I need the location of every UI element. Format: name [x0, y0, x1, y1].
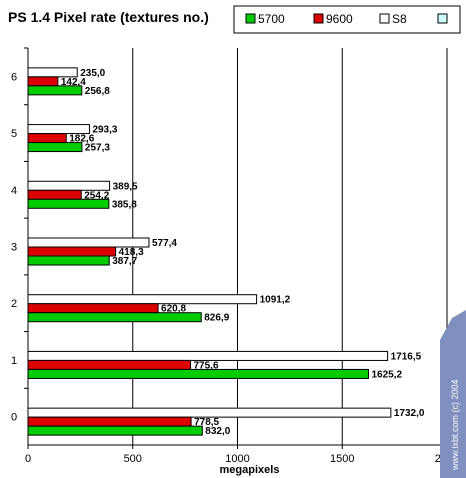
watermark-text: www.ixbt.com (c) 2004 [450, 379, 460, 471]
data-label-9600: 418,3 [119, 247, 144, 258]
data-label-9600: 778,5 [194, 417, 219, 428]
data-label-S8: 1732,0 [394, 408, 425, 419]
y-tick-label: 4 [11, 185, 17, 197]
bar-S8 [27, 294, 258, 305]
x-tick-label: 1000 [225, 453, 249, 465]
bar-S8 [27, 67, 78, 78]
bar-S8 [27, 180, 111, 191]
data-label-5700: 1625,2 [371, 369, 402, 380]
watermark-strip [440, 310, 466, 478]
y-tick-label: 3 [11, 242, 17, 254]
legend-swatch-S8 [379, 13, 390, 24]
bar-9600 [27, 359, 191, 370]
data-label-9600: 254,2 [84, 190, 109, 201]
bar-5700 [27, 85, 83, 96]
legend-box [233, 5, 461, 34]
x-axis-title: megapixels [220, 464, 280, 476]
legend-label-S8: S8 [392, 12, 407, 26]
bar-9600 [27, 246, 117, 257]
legend-label-9600: 9600 [326, 12, 353, 26]
data-label-5700: 256,8 [85, 86, 110, 97]
legend-swatch-9600 [313, 13, 324, 24]
x-tick-label: 1500 [330, 453, 354, 465]
data-label-9600: 775,6 [193, 360, 218, 371]
bar-5700 [27, 368, 369, 379]
data-label-9600: 142,4 [61, 77, 86, 88]
data-label-5700: 257,3 [85, 143, 110, 154]
bar-5700 [27, 255, 110, 266]
data-label-9600: 182,6 [69, 134, 94, 145]
bar-5700 [27, 198, 110, 209]
y-tick-label: 1 [11, 355, 17, 367]
data-label-S8: 1091,2 [260, 295, 291, 306]
bar-S8 [27, 407, 392, 418]
data-label-S8: 235,0 [80, 68, 105, 79]
bar-5700 [27, 425, 203, 436]
data-label-5700: 826,9 [204, 313, 229, 324]
x-tick-label: 500 [124, 453, 142, 465]
data-label-S8: 389,5 [113, 181, 138, 192]
data-label-5700: 832,0 [205, 426, 230, 437]
y-tick-label: 6 [11, 71, 17, 83]
data-label-S8: 293,3 [92, 125, 117, 136]
chart-title: PS 1.4 Pixel rate (textures no.) [8, 9, 209, 25]
bar-9600 [27, 189, 82, 200]
data-label-9600: 620,8 [161, 304, 186, 315]
bar-S8 [27, 124, 90, 135]
bar-9600 [27, 76, 59, 87]
data-label-S8: 1716,5 [391, 351, 422, 362]
data-label-S8: 577,4 [152, 238, 177, 249]
bar-S8 [27, 237, 150, 248]
bar-9600 [27, 416, 192, 427]
x-tick-label: 0 [25, 453, 31, 465]
bar-5700 [27, 312, 202, 323]
y-tick-label: 2 [11, 298, 17, 310]
legend-swatch-5700 [245, 13, 256, 24]
bar-9600 [27, 303, 159, 314]
bar-9600 [27, 133, 67, 144]
data-label-5700: 385,8 [112, 199, 137, 210]
bar-5700 [27, 142, 83, 153]
y-tick-label: 0 [11, 412, 17, 424]
bar-S8 [27, 350, 389, 361]
y-tick-label: 5 [11, 128, 17, 140]
legend-label-5700: 5700 [258, 12, 285, 26]
legend-swatch-extra [437, 13, 448, 24]
data-label-5700: 387,7 [112, 256, 137, 267]
